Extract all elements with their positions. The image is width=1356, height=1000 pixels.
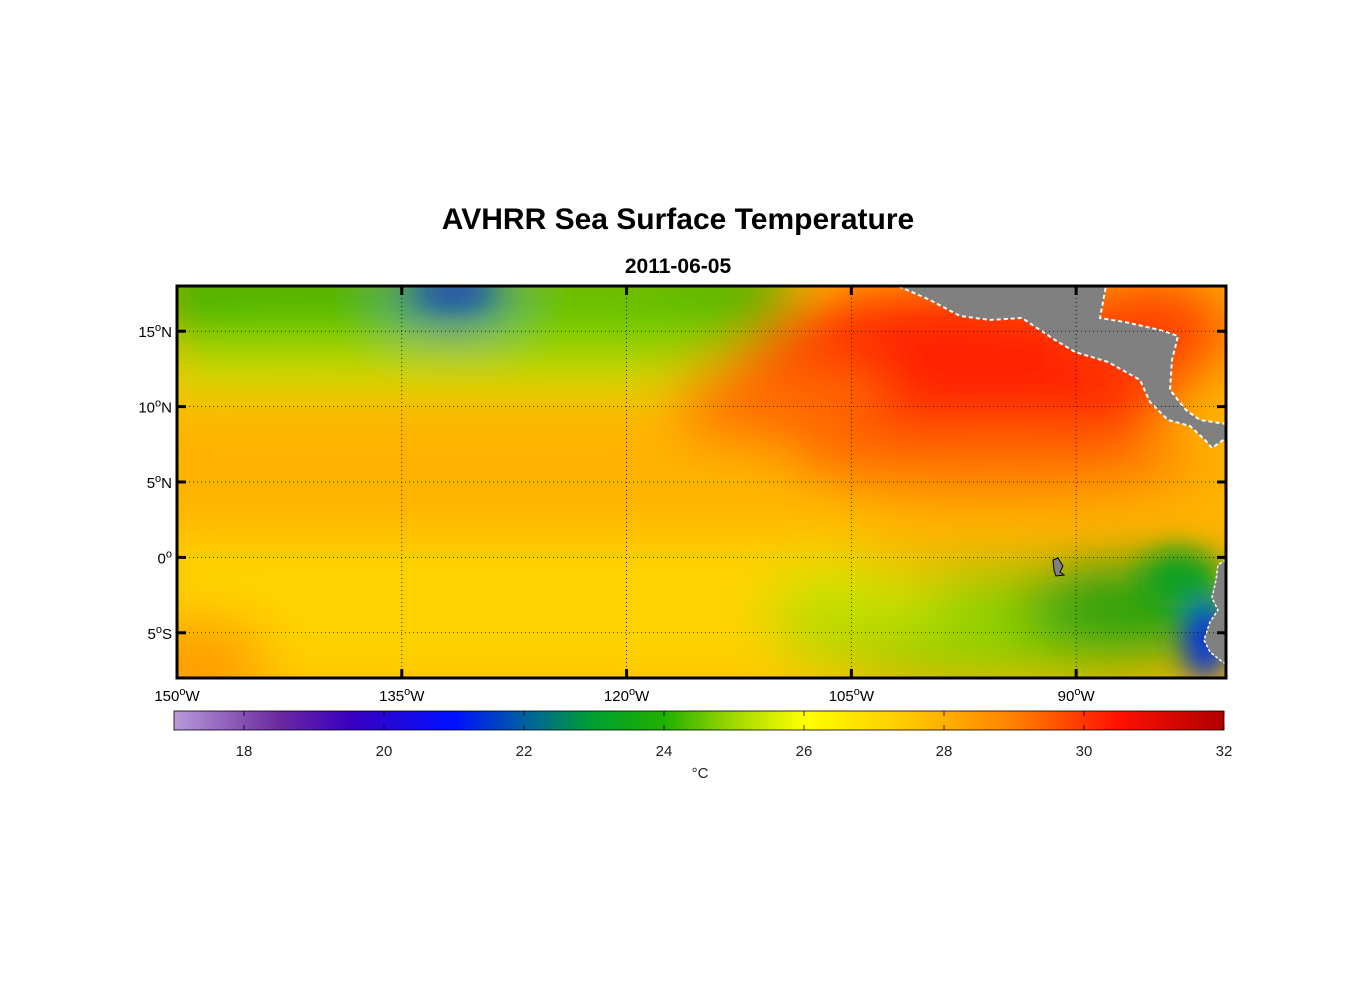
map-subtitle: 2011-06-05 bbox=[624, 255, 732, 278]
colorbar-scale bbox=[173, 710, 1225, 731]
lat-label: 5oS bbox=[148, 624, 172, 643]
colorbar-tick-label: 24 bbox=[656, 743, 673, 760]
latitude-labels: 15oN 10oN 5oN 0o 5oS bbox=[138, 322, 172, 643]
lon-label: 90oW bbox=[1058, 686, 1096, 705]
land-south-america bbox=[1203, 559, 1226, 665]
colorbar-tick-label: 20 bbox=[376, 743, 393, 760]
land-central-america bbox=[897, 286, 1226, 450]
colorbar-tick-label: 26 bbox=[796, 743, 813, 760]
land-galapagos bbox=[1052, 557, 1066, 577]
lon-label: 150oW bbox=[154, 686, 200, 705]
lon-label: 120oW bbox=[604, 686, 650, 705]
map-title: AVHRR Sea Surface Temperature bbox=[441, 203, 915, 236]
longitude-labels: 150oW 135oW 120oW 105oW 90oW bbox=[154, 686, 1095, 705]
colorbar-tick-label: 22 bbox=[516, 743, 533, 760]
colorbar: 18 20 22 24 26 28 30 32 °C bbox=[173, 710, 1233, 782]
sst-field bbox=[177, 286, 1226, 678]
lat-label: 15oN bbox=[138, 322, 172, 341]
colorbar-unit-label: °C bbox=[692, 765, 709, 782]
lat-label: 5oN bbox=[147, 473, 172, 492]
map-frame bbox=[175, 284, 1228, 680]
lat-label: 0o bbox=[158, 548, 172, 567]
lat-label: 10oN bbox=[138, 398, 172, 417]
colorbar-tick-label: 32 bbox=[1216, 743, 1233, 760]
colorbar-tick-label: 28 bbox=[936, 743, 953, 760]
colorbar-tick-label: 18 bbox=[236, 743, 253, 760]
lon-label: 135oW bbox=[379, 686, 425, 705]
colorbar-ticks: 18 20 22 24 26 28 30 32 bbox=[236, 711, 1233, 760]
colorbar-tick-label: 30 bbox=[1076, 743, 1093, 760]
lon-label: 105oW bbox=[829, 686, 875, 705]
